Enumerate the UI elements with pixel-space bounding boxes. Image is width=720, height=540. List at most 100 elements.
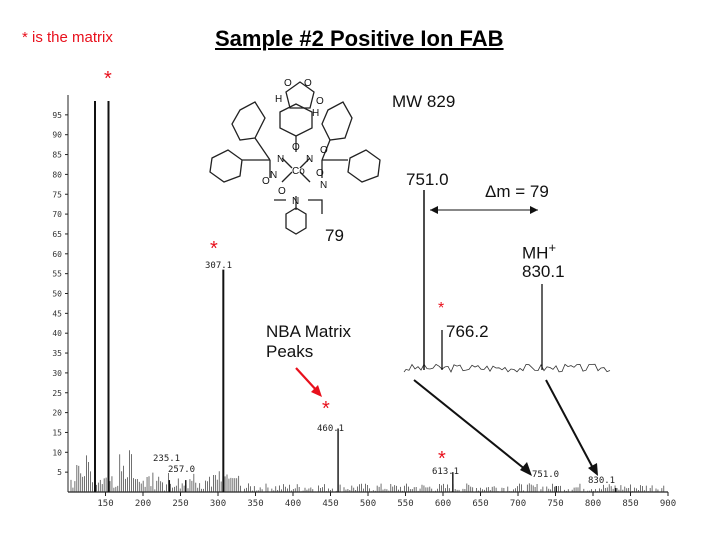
bond bbox=[281, 157, 293, 169]
bond bbox=[299, 157, 311, 169]
y-tick-label: 10 bbox=[52, 448, 62, 457]
atom-label: O bbox=[316, 96, 324, 107]
mh-text: MH bbox=[522, 243, 549, 263]
matrix-star-307: * bbox=[210, 238, 218, 260]
x-tick-label: 150 bbox=[97, 499, 113, 509]
y-tick-label: 25 bbox=[52, 389, 62, 398]
x-tick-label: 700 bbox=[510, 499, 526, 509]
x-tick-label: 300 bbox=[210, 499, 226, 509]
atom-label: N bbox=[270, 170, 278, 181]
aromatic-ring-left bbox=[231, 101, 266, 141]
y-tick-label: 15 bbox=[52, 428, 62, 437]
y-ticks: 5 10 15 20 25 30 35 40 45 50 55 60 65 70 75 80 85 90 95 bbox=[52, 111, 68, 477]
nba-arrow bbox=[295, 367, 319, 393]
y-tick-label: 20 bbox=[52, 409, 62, 418]
mass-spectrum: 150 200 250 300 350 400 450 500 550 600 650 700 750 8… bbox=[52, 95, 676, 509]
y-tick-label: 70 bbox=[52, 210, 62, 219]
atom-label: O bbox=[262, 176, 270, 187]
fragment-79-label: 79 bbox=[325, 226, 344, 245]
spectrum-noise bbox=[70, 450, 665, 492]
matrix-star-613: * bbox=[438, 448, 446, 470]
y-tick-label: 35 bbox=[52, 349, 62, 358]
inset-spectrum bbox=[403, 190, 611, 373]
x-tick-label: 500 bbox=[360, 499, 376, 509]
bond bbox=[281, 171, 293, 183]
delta-arrow-left-head bbox=[430, 206, 438, 214]
x-tick-label: 400 bbox=[285, 499, 301, 509]
x-tick-label: 850 bbox=[622, 499, 638, 509]
x-tick-label: 350 bbox=[247, 499, 263, 509]
pyridine-ring bbox=[285, 207, 307, 235]
peak-label-751: 751.0 bbox=[532, 470, 560, 480]
inset-label-766: 766.2 bbox=[446, 322, 489, 341]
y-tick-label: 5 bbox=[57, 468, 62, 477]
anhydride-ring bbox=[285, 81, 315, 109]
x-tick-label: 250 bbox=[172, 499, 188, 509]
delta-arrow-right-head bbox=[530, 206, 538, 214]
connector-arrowhead-830 bbox=[588, 463, 598, 476]
inset-matrix-star: * bbox=[438, 300, 445, 317]
y-tick-label: 45 bbox=[52, 309, 62, 318]
y-tick-label: 90 bbox=[52, 131, 62, 140]
atom-label: N bbox=[306, 154, 314, 165]
nba-arrowhead bbox=[311, 385, 322, 397]
peak-label-257: 257.0 bbox=[168, 465, 196, 475]
x-tick-label: 650 bbox=[472, 499, 488, 509]
x-tick-label: 550 bbox=[397, 499, 413, 509]
mh-plus: + bbox=[548, 240, 557, 255]
bond bbox=[254, 137, 271, 161]
cyclohexene-ring bbox=[279, 103, 313, 137]
molecule-structure bbox=[209, 81, 381, 235]
spectrum-peaks bbox=[94, 100, 617, 492]
bond bbox=[321, 139, 331, 161]
matrix-note: * is the matrix bbox=[22, 29, 113, 46]
matrix-star-136: * bbox=[104, 68, 112, 90]
x-tick-label: 750 bbox=[547, 499, 563, 509]
peak-label-830: 830.1 bbox=[588, 476, 616, 486]
y-tick-label: 40 bbox=[52, 329, 62, 338]
x-tick-label: 200 bbox=[135, 499, 151, 509]
y-tick-label: 65 bbox=[52, 230, 62, 239]
y-tick-label: 55 bbox=[52, 270, 62, 279]
x-tick-label: 450 bbox=[322, 499, 338, 509]
x-tick-label: 900 bbox=[660, 499, 676, 509]
y-tick-label: 85 bbox=[52, 151, 62, 160]
y-tick-label: 50 bbox=[52, 290, 62, 299]
y-tick-label: 75 bbox=[52, 190, 62, 199]
y-tick-label: 95 bbox=[52, 111, 62, 120]
atom-label: N bbox=[277, 154, 285, 165]
connector-arrowhead-751 bbox=[520, 462, 532, 476]
atom-label: O bbox=[320, 145, 328, 156]
inset-label-830: 830.1 bbox=[522, 262, 565, 281]
mw-label: MW 829 bbox=[392, 92, 456, 111]
inset-mh-label: MH+ bbox=[522, 240, 556, 264]
slide-title: Sample #2 Positive Ion FAB bbox=[215, 26, 504, 51]
aromatic-ring-right bbox=[321, 101, 353, 141]
peak-label-235: 235.1 bbox=[153, 454, 181, 464]
atom-label: O bbox=[316, 168, 324, 179]
inset-label-751: 751.0 bbox=[406, 170, 449, 189]
peak-label-307: 307.1 bbox=[205, 261, 233, 271]
fragment-bracket bbox=[274, 199, 323, 214]
matrix-star-460: * bbox=[322, 398, 330, 420]
nba-label-line2: Peaks bbox=[266, 342, 314, 361]
peak-label-613: 613.1 bbox=[432, 467, 460, 477]
connector-arrow-830 bbox=[545, 379, 595, 471]
peak-label-460: 460.1 bbox=[317, 424, 345, 434]
y-tick-label: 60 bbox=[52, 250, 62, 259]
y-tick-label: 80 bbox=[52, 170, 62, 179]
inset-noise bbox=[403, 363, 611, 373]
y-tick-label: 30 bbox=[52, 369, 62, 378]
atom-label: N bbox=[292, 196, 300, 207]
x-tick-label: 800 bbox=[585, 499, 601, 509]
atom-label: N bbox=[320, 180, 328, 191]
aromatic-ring-right-lower bbox=[347, 149, 381, 183]
x-ticks: 150 200 250 300 350 400 450 500 550 600 650 700 750 8… bbox=[97, 492, 676, 509]
nba-label-line1: NBA Matrix bbox=[266, 322, 352, 341]
atom-label: O bbox=[304, 78, 312, 89]
aromatic-ring-left-lower bbox=[209, 149, 243, 183]
inset-delta-m: Δm = 79 bbox=[485, 182, 549, 201]
atom-label: H bbox=[275, 94, 283, 105]
bond bbox=[299, 171, 311, 183]
